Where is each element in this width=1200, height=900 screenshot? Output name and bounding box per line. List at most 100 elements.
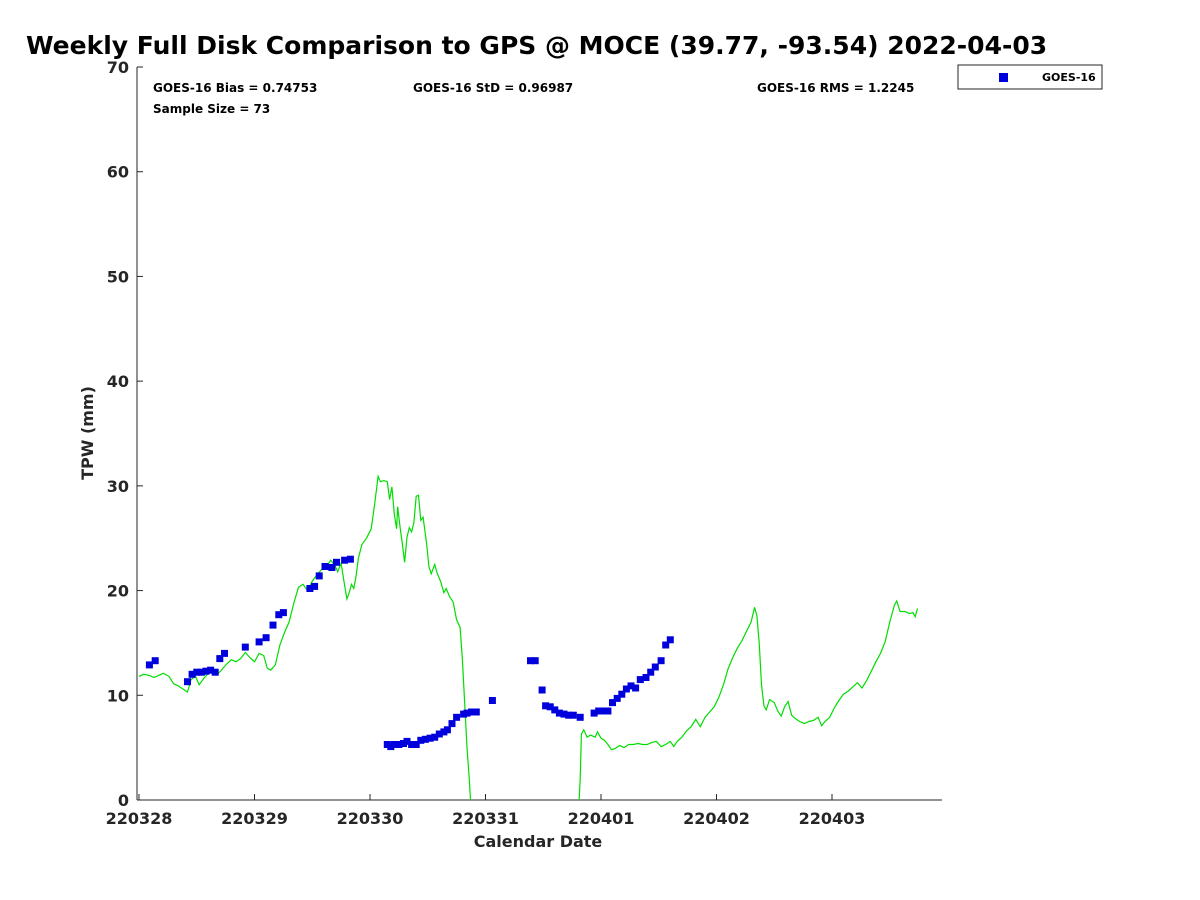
- goes-16-point: [188, 670, 196, 678]
- goes-16-point: [551, 706, 559, 714]
- goes-16-point: [269, 621, 277, 629]
- y-tick-label: 70: [107, 58, 129, 77]
- goes-16-point: [421, 735, 429, 743]
- x-tick-label: 220328: [106, 809, 173, 828]
- goes-16-point: [311, 582, 319, 590]
- y-tick-label: 10: [107, 686, 129, 705]
- goes-16-point: [328, 564, 336, 571]
- goes-16-point: [315, 572, 323, 580]
- goes-16-point: [395, 741, 403, 748]
- goes-16-point: [627, 682, 635, 690]
- goes-16-point: [145, 661, 153, 669]
- goes-16-point: [604, 707, 612, 715]
- x-tick-label: 220330: [337, 809, 404, 828]
- goes-16-point: [241, 643, 249, 651]
- goes-16-point: [595, 707, 603, 715]
- goes-16-point: [207, 666, 215, 674]
- goes-16-point: [417, 736, 425, 744]
- goes-16-point: [647, 668, 655, 676]
- goes-16-point: [463, 709, 471, 717]
- rms-stat: GOES-16 RMS = 1.2245: [757, 81, 914, 95]
- goes-16-point: [408, 741, 416, 748]
- goes-16-point: [216, 655, 224, 663]
- goes-16-point: [576, 713, 584, 721]
- goes-16-point: [403, 737, 411, 745]
- goes-16-point: [184, 678, 191, 686]
- goes-16-point: [221, 649, 228, 657]
- x-tick-label: 220331: [452, 809, 519, 828]
- sample-size-stat: Sample Size = 73: [153, 102, 270, 116]
- plot-area: 0 10 20 30 40 50 60 70 220328 220329 220330 220331…: [106, 58, 942, 828]
- goes-16-point: [211, 668, 219, 676]
- std-stat: GOES-16 StD = 0.96987: [413, 81, 573, 95]
- goes-16-point: [262, 634, 270, 642]
- goes-16-point: [599, 707, 607, 715]
- goes-16-point: [306, 585, 314, 592]
- x-axis-ticks: 220328 220329 220330 220331 220401 220402 2204…: [106, 794, 866, 828]
- goes-16-point: [453, 713, 461, 721]
- goes-16-point: [542, 702, 550, 710]
- y-tick-label: 0: [118, 791, 129, 810]
- chart-title: Weekly Full Disk Comparison to GPS @ MOC…: [26, 31, 1047, 60]
- goes-16-series: [145, 555, 674, 751]
- goes-16-point: [590, 709, 598, 717]
- y-axis-ticks: 0 10 20 30 40 50 60 70: [107, 58, 143, 810]
- plot-frame: [137, 67, 942, 800]
- goes-16-point: [488, 697, 496, 704]
- x-tick-label: 220403: [799, 809, 866, 828]
- legend-marker-goes-16: [999, 73, 1008, 82]
- goes-16-point: [565, 711, 573, 719]
- y-tick-label: 20: [107, 582, 129, 601]
- goes-16-point: [255, 638, 263, 646]
- goes-16-point: [555, 709, 563, 717]
- goes-16-point: [632, 684, 640, 692]
- goes-16-point: [569, 711, 577, 719]
- y-tick-label: 50: [107, 267, 129, 286]
- goes-16-point: [609, 699, 616, 707]
- x-tick-label: 220329: [221, 809, 288, 828]
- goes-16-point: [412, 741, 420, 748]
- goes-16-point: [202, 667, 210, 675]
- goes-16-point: [657, 657, 665, 665]
- goes-16-point: [662, 641, 670, 649]
- goes-16-point: [341, 556, 349, 564]
- goes-16-point: [197, 668, 205, 676]
- legend-box: [957, 64, 1103, 90]
- goes-16-point: [666, 636, 674, 644]
- x-axis-label: Calendar Date: [474, 832, 603, 851]
- goes-16-point: [618, 690, 626, 698]
- goes-16-point: [151, 657, 159, 665]
- goes-16-point: [448, 720, 456, 728]
- y-tick-label: 30: [107, 477, 129, 496]
- goes-16-point: [613, 694, 621, 702]
- gps-line-segment-2: [578, 599, 919, 801]
- goes-16-point: [527, 657, 534, 665]
- goes-16-point: [531, 657, 539, 665]
- goes-16-point: [636, 676, 644, 684]
- goes-16-point: [622, 685, 630, 693]
- goes-16-point: [468, 708, 476, 716]
- goes-16-point: [275, 611, 283, 619]
- goes-16-point: [642, 674, 650, 681]
- y-tick-label: 60: [107, 163, 129, 182]
- y-axis-label: TPW (mm): [78, 386, 97, 480]
- goes-16-point: [321, 563, 329, 570]
- goes-16-point: [426, 734, 434, 742]
- goes-16-point: [472, 708, 480, 716]
- bias-stat: GOES-16 Bias = 0.74753: [153, 81, 317, 95]
- x-tick-label: 220402: [683, 809, 750, 828]
- goes-16-point: [538, 686, 546, 694]
- goes-16-point: [346, 555, 354, 563]
- y-tick-label: 40: [107, 372, 129, 391]
- goes-16-point: [546, 703, 554, 711]
- goes-16-point: [560, 710, 568, 718]
- x-tick-label: 220401: [568, 809, 635, 828]
- legend-label-goes-16: GOES-16: [1042, 71, 1096, 84]
- goes-16-point: [435, 730, 443, 738]
- legend: GOES-16: [957, 64, 1103, 90]
- goes-16-point: [193, 668, 201, 676]
- goes-16-point: [390, 741, 398, 748]
- goes-16-point: [443, 726, 451, 734]
- goes-16-point: [279, 609, 287, 617]
